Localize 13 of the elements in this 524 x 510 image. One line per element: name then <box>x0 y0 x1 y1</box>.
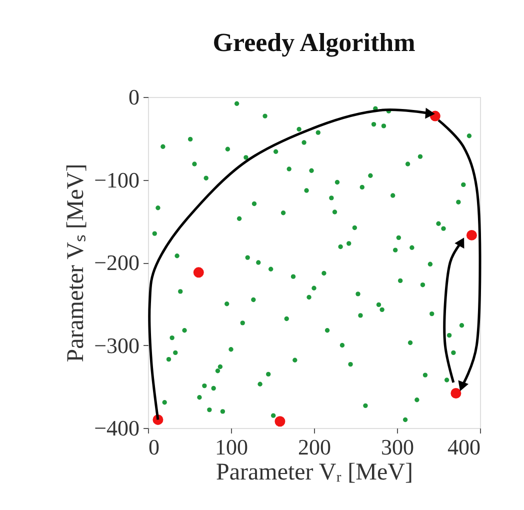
y-tick-label: −200 <box>94 250 140 275</box>
y-tick-label: −300 <box>94 332 140 358</box>
chart-title: Greedy Algorithm <box>212 28 416 57</box>
y-tick-label: −100 <box>94 167 140 192</box>
y-tick-label: −400 <box>94 416 140 440</box>
x-tick-label: 200 <box>298 434 331 460</box>
y-tick-label: 0 <box>128 84 140 110</box>
x-tick-label: 400 <box>448 434 480 460</box>
y-axis-title: Parameter Vₛ [MeV] <box>63 164 90 362</box>
x-axis-title: Parameter Vᵣ [MeV] <box>216 460 413 486</box>
x-tick-label: 300 <box>381 434 414 460</box>
x-tick-label: 0 <box>148 434 160 460</box>
x-tick-label: 100 <box>215 434 248 460</box>
